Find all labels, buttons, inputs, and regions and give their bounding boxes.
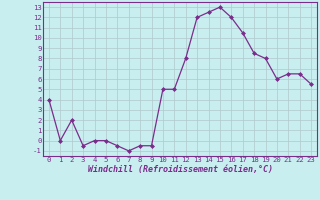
X-axis label: Windchill (Refroidissement éolien,°C): Windchill (Refroidissement éolien,°C) <box>87 165 273 174</box>
